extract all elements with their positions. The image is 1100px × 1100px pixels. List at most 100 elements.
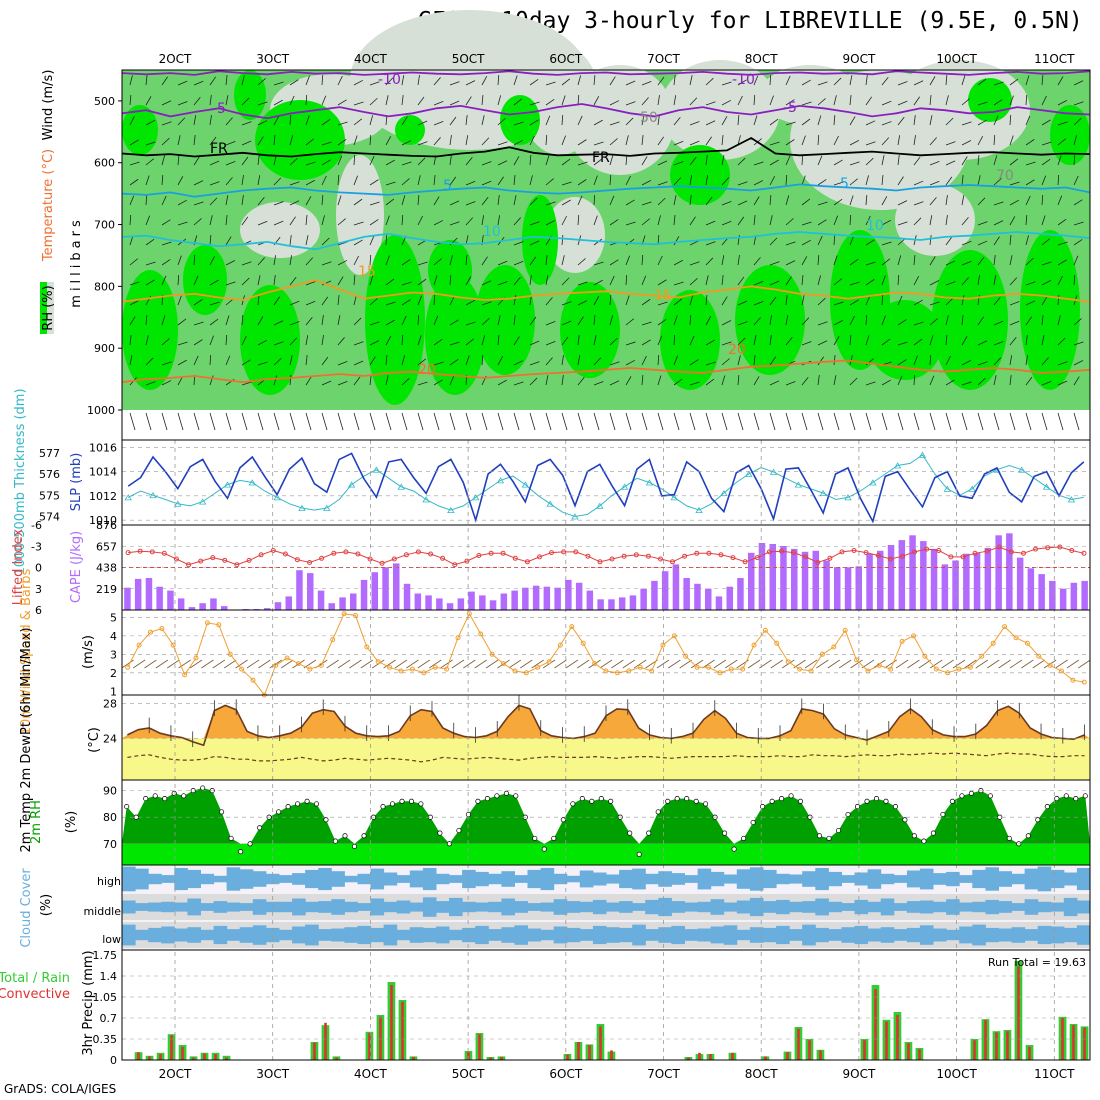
cloud-low-bar — [710, 926, 725, 944]
cape-bar — [285, 596, 292, 610]
wind-barb — [609, 275, 615, 286]
wind-tick-label: 2 — [110, 667, 117, 680]
cloud-middle-bar — [697, 901, 712, 913]
cloud-high-bar — [815, 868, 829, 891]
wind-barb — [289, 135, 294, 146]
precip-conv-bar — [819, 1050, 822, 1060]
wind-barb — [609, 337, 618, 346]
wind-barb — [929, 115, 933, 126]
cloud-middle-bar — [226, 902, 241, 912]
cloud-middle-bar — [619, 901, 633, 913]
wind-barb — [849, 258, 859, 266]
wind-barb — [881, 155, 885, 166]
wind-barb — [289, 276, 297, 286]
wind-barb — [1009, 255, 1013, 266]
lifted-index-tick-label: -6 — [31, 519, 42, 532]
cape-bar — [296, 570, 303, 610]
cloud-low-bar — [867, 928, 882, 942]
rh2m-marker — [750, 819, 756, 826]
wind-barb — [433, 137, 441, 146]
wind-barb — [657, 375, 662, 386]
lifted-index-tick-label: 3 — [35, 583, 42, 596]
wind-barb — [417, 261, 428, 266]
wind-barb — [305, 335, 309, 346]
surface-barb — [513, 412, 520, 431]
wind-barb — [977, 197, 986, 206]
cloud-low-bar — [462, 927, 476, 943]
lifted-index-marker — [415, 549, 421, 555]
lifted-index-marker — [682, 553, 688, 559]
lifted-index-marker — [294, 557, 300, 563]
cape-bar — [909, 535, 916, 610]
surface-barb — [1025, 412, 1032, 431]
cloud-high-bar — [749, 867, 764, 891]
wind-barb — [497, 281, 508, 286]
wind-barb — [241, 261, 252, 266]
wind-barb — [273, 135, 276, 146]
cloud-middle-bar — [789, 901, 803, 913]
wind-barb — [289, 181, 300, 186]
wind-barb — [273, 357, 282, 366]
cloud-high-bar — [893, 875, 908, 883]
wind-barb — [257, 136, 264, 146]
wind-barb — [305, 376, 312, 386]
wind-barb — [257, 155, 260, 166]
wind-tick-label: 1 — [110, 685, 117, 698]
wind-barb — [769, 261, 780, 266]
wind-barb — [417, 141, 428, 146]
wind-barb — [929, 354, 932, 366]
wind-barb — [961, 240, 972, 246]
wind-barb — [833, 159, 843, 166]
wind-barb — [401, 299, 411, 306]
cape-bar — [500, 593, 508, 610]
wind-barb — [449, 81, 460, 86]
wind-barb — [257, 257, 265, 266]
lifted-index-ylabel: Lifted Index — [11, 528, 26, 605]
cloud-high-bar — [985, 867, 999, 891]
wind-barb — [609, 155, 614, 166]
wind-barb — [689, 278, 698, 286]
wind-barb — [305, 281, 316, 286]
rh2m-marker — [769, 798, 775, 804]
thickness-marker — [521, 481, 530, 488]
rh2m-marker — [731, 846, 737, 852]
wind-barb — [833, 115, 836, 126]
wind-barb — [689, 314, 692, 326]
wind-barb — [817, 115, 822, 126]
wind-barb — [1009, 114, 1012, 126]
wind-barb — [289, 300, 300, 306]
cloud-low-bar — [1050, 926, 1065, 944]
lifted-index-tick-label: -3 — [31, 540, 42, 553]
cloud-high-bar — [331, 871, 345, 887]
wind-barb — [737, 95, 743, 106]
wind-barb — [945, 95, 949, 106]
wind-barb — [625, 101, 636, 106]
wind-barb — [625, 135, 629, 146]
lifted-index-marker — [730, 555, 736, 561]
wind-barb — [209, 354, 212, 366]
wind-barb — [369, 375, 372, 386]
wind-barb — [897, 155, 900, 166]
wind-barb — [529, 78, 539, 86]
cloud-middle-bar — [331, 899, 345, 915]
wind-barb — [209, 375, 214, 386]
wind-barb — [145, 315, 148, 326]
rh-dry-patch — [336, 155, 384, 275]
cloud-high-bar — [645, 873, 659, 885]
wind-barb — [433, 175, 436, 186]
cape-bar — [984, 547, 992, 610]
rh2m-marker — [873, 796, 880, 802]
wind-barb — [321, 296, 329, 306]
wind-speed-marker — [637, 664, 643, 670]
wind-barb — [561, 158, 571, 166]
wind-barb — [1009, 158, 1019, 166]
wind-barb — [577, 161, 588, 166]
wind-barb — [657, 335, 663, 346]
cloud-high-bar — [148, 873, 162, 885]
wind-barb — [769, 296, 777, 306]
wind-barb — [577, 179, 587, 186]
wind-barb — [865, 358, 874, 366]
wind-barb — [177, 199, 187, 206]
wind-barb — [193, 218, 202, 226]
wind-barb — [833, 355, 836, 366]
